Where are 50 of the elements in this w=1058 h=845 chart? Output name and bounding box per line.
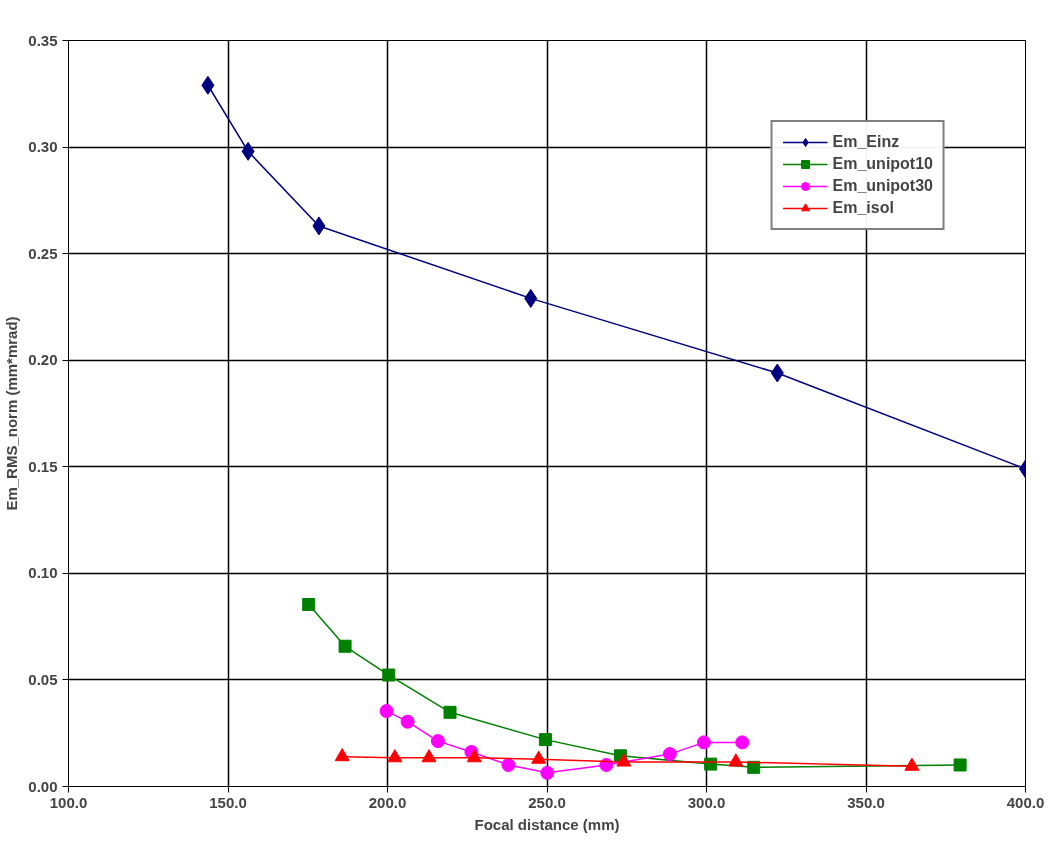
legend-label: Em_unipot10: [832, 155, 933, 173]
y-tick-label: 0.00: [28, 777, 58, 795]
legend-label: Em_isol: [832, 199, 894, 217]
point: [382, 668, 396, 682]
point: [728, 753, 744, 767]
x-tick-label: 100.0: [49, 793, 88, 811]
point: [662, 747, 677, 762]
point: [241, 141, 255, 161]
y-tick-label: 0.25: [28, 244, 58, 262]
y-tick-label: 0.35: [28, 31, 58, 49]
point: [387, 749, 403, 763]
point: [696, 735, 711, 750]
point: [599, 757, 614, 772]
point: [538, 733, 552, 747]
y-axis-title: Em_RMS_norm (mm*mrad): [3, 316, 21, 511]
point: [531, 750, 547, 764]
point: [466, 749, 482, 763]
legend-label: Em_unipot30: [832, 177, 933, 195]
y-tick-label: 0.10: [28, 564, 58, 582]
point: [421, 749, 437, 763]
point: [312, 216, 326, 236]
point: [302, 597, 316, 611]
y-tick-label: 0.15: [28, 457, 58, 475]
point: [524, 288, 538, 308]
point: [953, 758, 967, 772]
y-tick-label: 0.20: [28, 351, 58, 369]
legend-label: Em_Einz: [832, 133, 900, 151]
point: [616, 753, 632, 767]
x-tick-label: 300.0: [687, 793, 726, 811]
point: [735, 735, 750, 750]
point: [904, 757, 920, 771]
y-tick-label: 0.05: [28, 670, 58, 688]
point: [430, 734, 445, 749]
x-tick-label: 250.0: [528, 793, 566, 811]
x-tick-label: 150.0: [209, 793, 247, 811]
point: [540, 765, 555, 780]
point: [338, 639, 352, 653]
point: [747, 760, 761, 774]
x-tick-label: 200.0: [368, 793, 407, 811]
point: [501, 757, 516, 772]
point: [770, 363, 784, 383]
point: [379, 704, 394, 719]
y-tick-label: 0.30: [28, 138, 58, 156]
point: [334, 748, 350, 762]
x-tick-label: 350.0: [847, 793, 885, 811]
point: [201, 75, 215, 95]
x-axis-title: Focal distance (mm): [474, 815, 620, 833]
point: [400, 714, 415, 729]
point: [443, 705, 457, 719]
x-tick-label: 400.0: [1006, 793, 1045, 811]
